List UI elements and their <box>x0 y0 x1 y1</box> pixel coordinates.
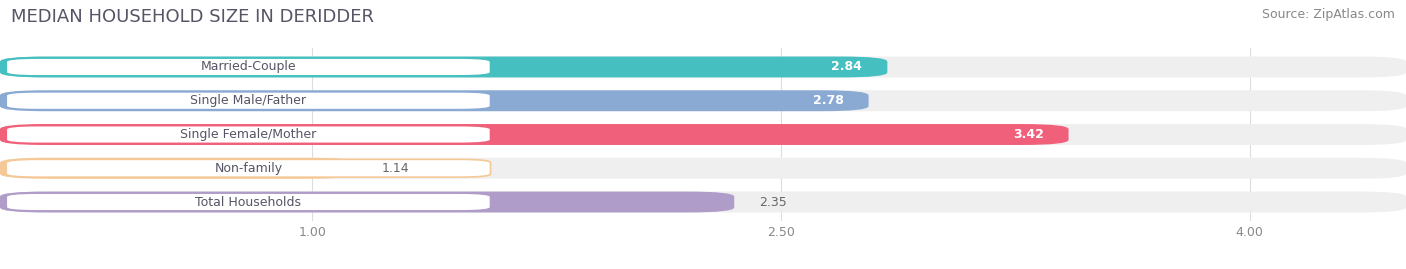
FancyBboxPatch shape <box>0 158 356 179</box>
FancyBboxPatch shape <box>0 56 1406 77</box>
Text: Total Households: Total Households <box>195 196 301 208</box>
FancyBboxPatch shape <box>0 192 734 213</box>
Text: 2.84: 2.84 <box>831 61 862 73</box>
Text: Source: ZipAtlas.com: Source: ZipAtlas.com <box>1261 8 1395 21</box>
FancyBboxPatch shape <box>0 124 1406 145</box>
FancyBboxPatch shape <box>0 90 1406 111</box>
Text: Non-family: Non-family <box>214 162 283 175</box>
FancyBboxPatch shape <box>0 56 887 77</box>
Text: 3.42: 3.42 <box>1012 128 1043 141</box>
FancyBboxPatch shape <box>0 192 1406 213</box>
Text: Single Female/Mother: Single Female/Mother <box>180 128 316 141</box>
Text: 2.78: 2.78 <box>813 94 844 107</box>
Text: 2.35: 2.35 <box>759 196 787 208</box>
FancyBboxPatch shape <box>0 124 1069 145</box>
Text: Single Male/Father: Single Male/Father <box>190 94 307 107</box>
FancyBboxPatch shape <box>6 126 491 143</box>
Text: 1.14: 1.14 <box>381 162 409 175</box>
FancyBboxPatch shape <box>6 58 491 76</box>
FancyBboxPatch shape <box>6 159 491 177</box>
FancyBboxPatch shape <box>6 193 491 211</box>
FancyBboxPatch shape <box>0 90 869 111</box>
FancyBboxPatch shape <box>0 158 1406 179</box>
Text: Married-Couple: Married-Couple <box>201 61 297 73</box>
FancyBboxPatch shape <box>6 92 491 110</box>
Text: MEDIAN HOUSEHOLD SIZE IN DERIDDER: MEDIAN HOUSEHOLD SIZE IN DERIDDER <box>11 8 374 26</box>
